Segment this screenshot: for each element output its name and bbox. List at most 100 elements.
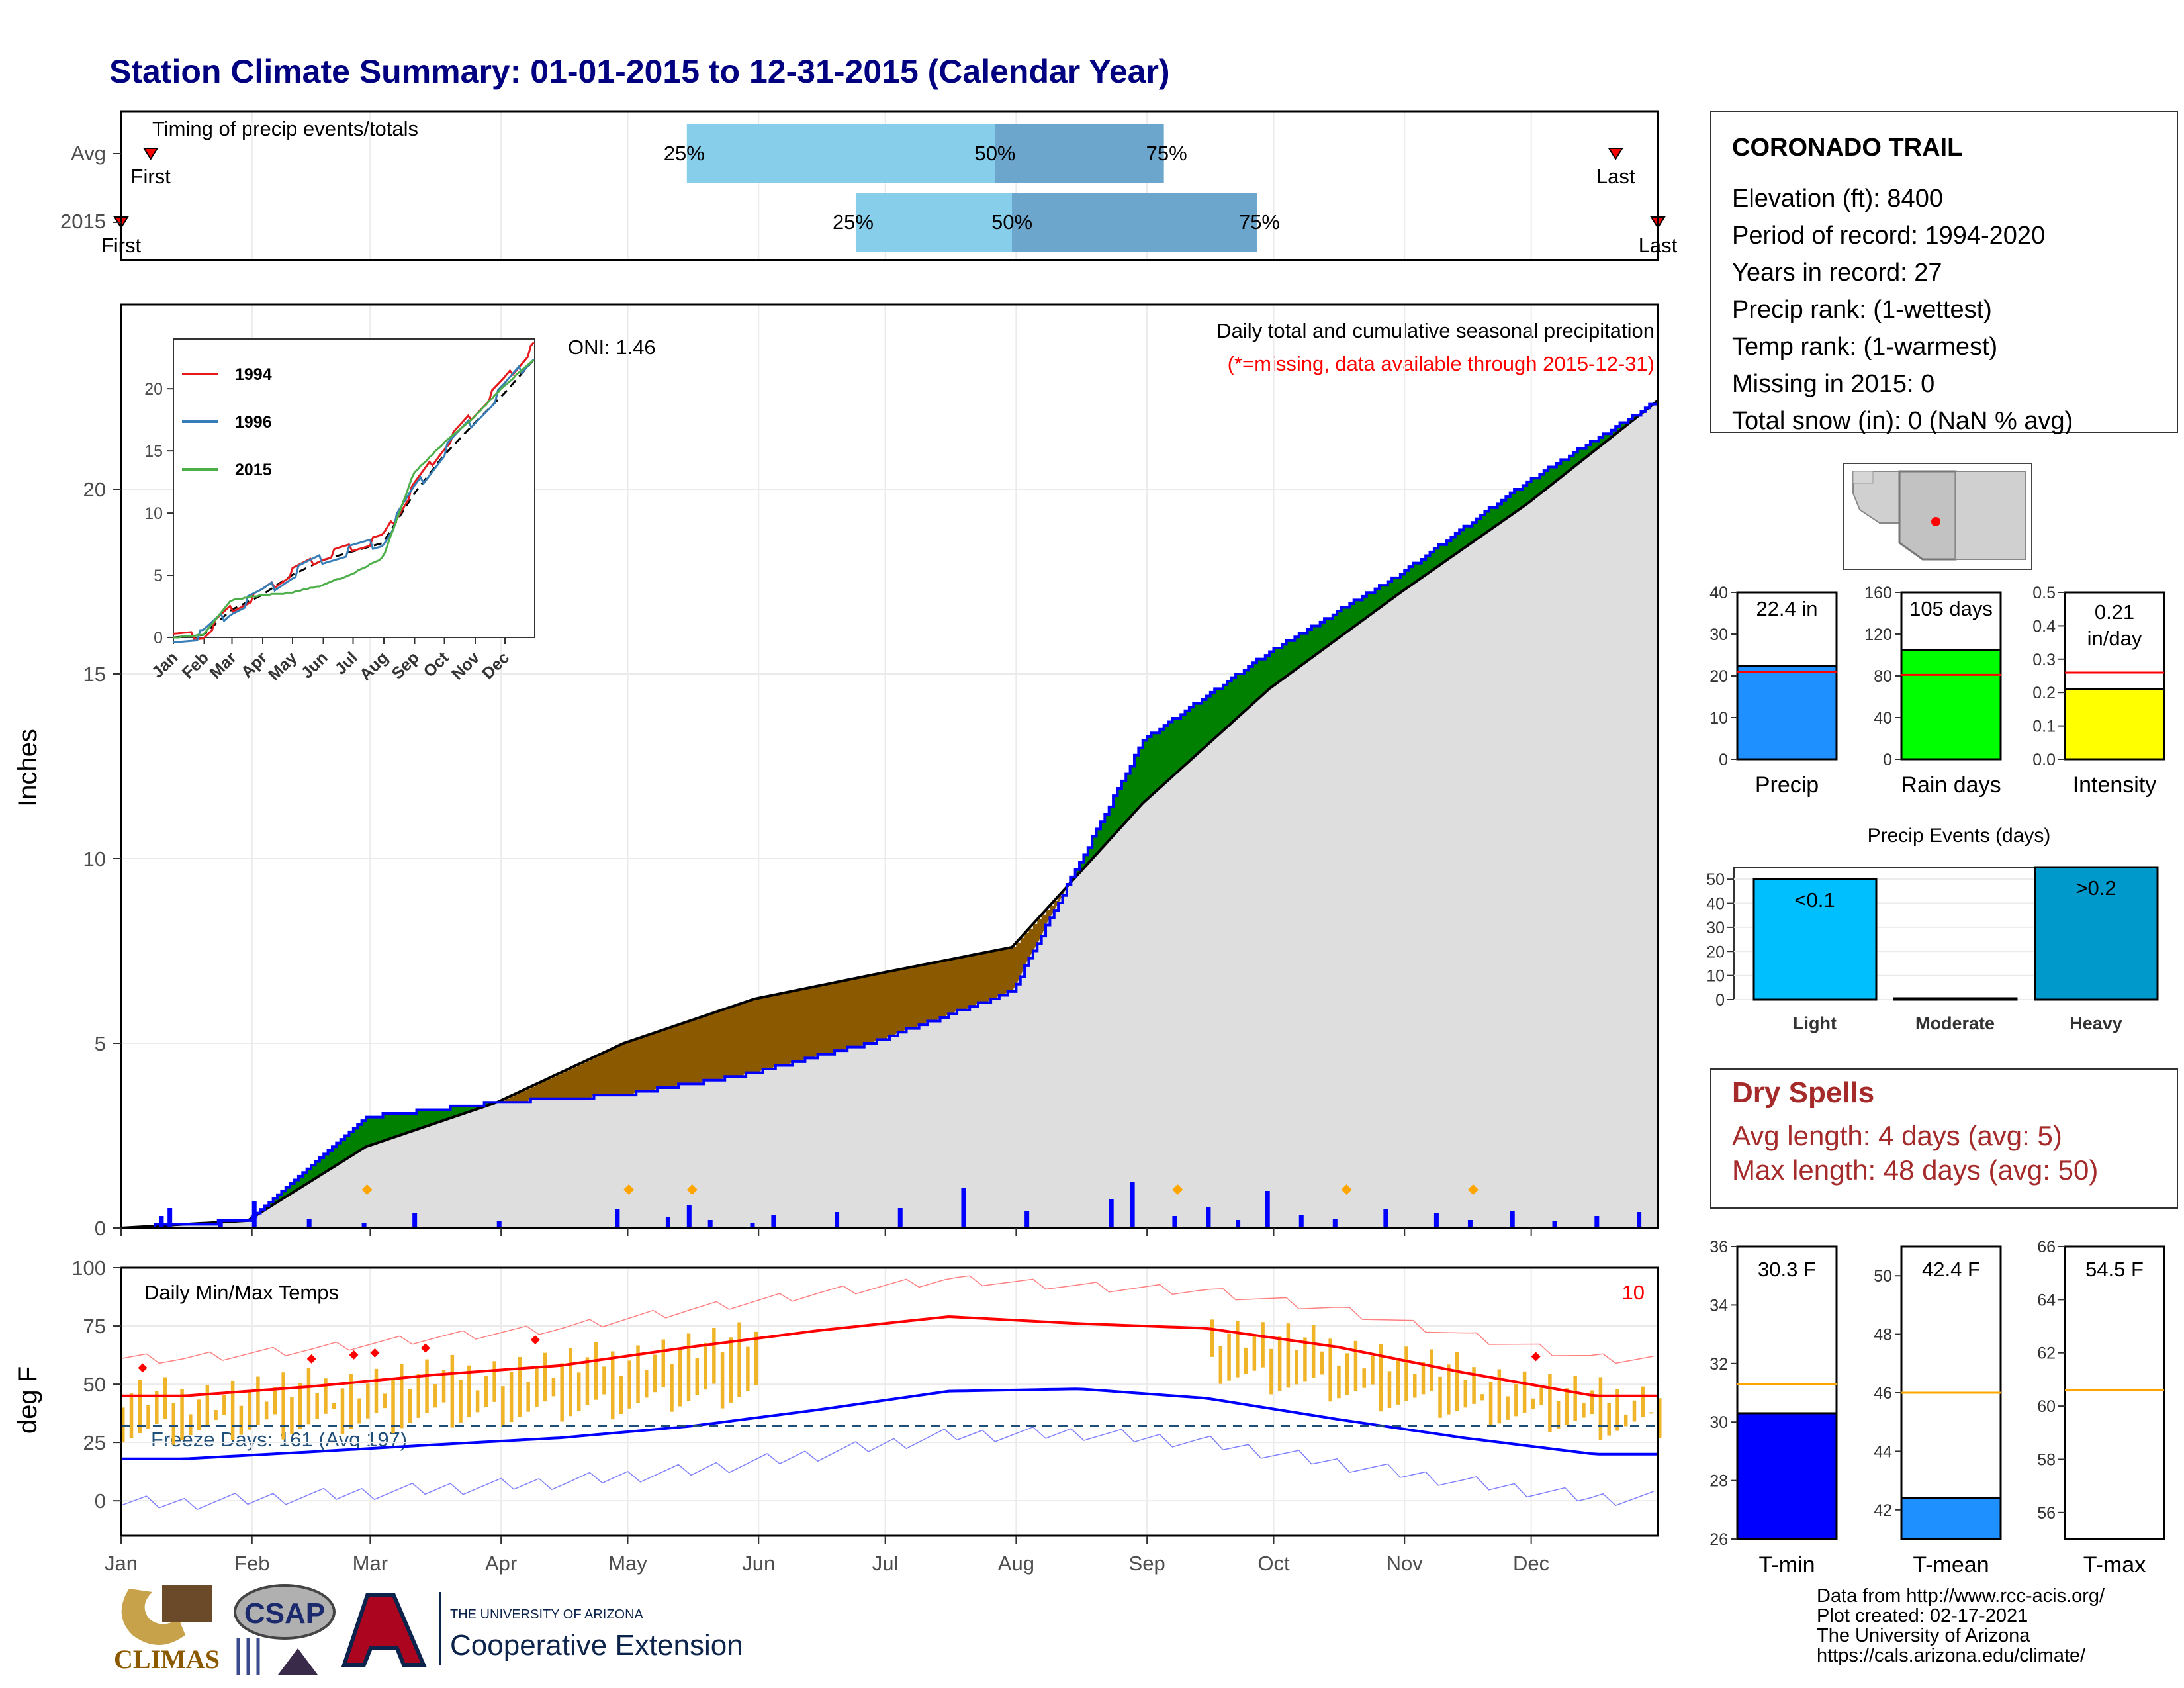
precip-departure-bar — [1298, 633, 1304, 667]
precip-departure-bar — [1037, 919, 1042, 944]
precip-departure-bar — [1586, 445, 1591, 457]
precip-departure-bar — [1421, 559, 1426, 578]
precip-departure-bar — [1181, 714, 1186, 769]
precip-departure-bar — [1392, 577, 1397, 599]
month-label: Dec — [1513, 1552, 1549, 1575]
temp-range-bar — [1607, 1403, 1611, 1436]
timing-last-marker — [1608, 148, 1624, 160]
inset-x-tick-label: Mar — [206, 648, 240, 682]
precip-departure-bar — [1189, 707, 1194, 761]
precip-departure-bar — [986, 952, 991, 1003]
precip-departure-bar — [746, 1002, 751, 1073]
precip-departure-bar — [619, 1045, 624, 1096]
precip-departure-bar — [1480, 515, 1486, 537]
precip-departure-bar — [784, 992, 789, 1066]
daily-precip-bar — [1383, 1209, 1388, 1228]
temp-range-bar — [189, 1414, 193, 1436]
precip-departure-bar — [1615, 426, 1621, 434]
precip-departure-bar — [1404, 570, 1410, 590]
precip-departure-bar — [581, 1062, 586, 1099]
precip-departure-bar — [729, 1008, 734, 1077]
temp-summary-tick-label: 36 — [1709, 1238, 1728, 1256]
precip-departure-bar — [1282, 644, 1287, 680]
precip-departure-bar — [1079, 862, 1085, 873]
temps-frame — [120, 1266, 1659, 1537]
month-label: Jan — [105, 1552, 138, 1575]
precip-departure-bar — [505, 1098, 510, 1103]
events-tick-label: 0 — [1715, 991, 1725, 1009]
timing-first-label: First — [131, 165, 171, 188]
precip-departure-bar — [876, 974, 882, 1040]
temp-summary-bar-0 — [1736, 1412, 1838, 1540]
temp-range-bar — [661, 1339, 666, 1387]
precip-departure-bar — [1126, 773, 1131, 822]
precip-departure-bar — [1337, 611, 1342, 639]
precip-departure-bar — [315, 1161, 320, 1179]
temp-range-bar — [1337, 1365, 1341, 1399]
precip-departure-bar — [328, 1150, 333, 1171]
temp-summary-value-label: 54.5 F — [2085, 1258, 2144, 1281]
precip-departure-bar — [682, 1023, 688, 1084]
precip-departure-bar — [1501, 500, 1506, 522]
temp-summary-tick-label: 50 — [1874, 1267, 1892, 1286]
precip-departure-bar — [1054, 900, 1059, 911]
inset-x-tick-label: Dec — [478, 648, 513, 682]
temp-range-bar — [1430, 1349, 1434, 1391]
precip-departure-bar — [674, 1026, 679, 1088]
precip-departure-bar — [1185, 710, 1190, 765]
dry-spells-box: Dry Spells Avg length: 4 days (avg: 5) M… — [1710, 1068, 2178, 1209]
precip-departure-bar — [1020, 937, 1025, 977]
precip-departure-bar — [1151, 733, 1156, 796]
timing-q50-label: 50% — [974, 142, 1015, 165]
daily-precip-bar — [1332, 1219, 1338, 1228]
temp-range-bar — [416, 1374, 421, 1418]
month-label: Aug — [998, 1552, 1034, 1575]
main-y-tick-label: 10 — [83, 847, 106, 870]
precip-departure-bar — [602, 1053, 608, 1096]
temp-range-bar — [1387, 1371, 1392, 1409]
precip-departure-bar — [842, 980, 848, 1051]
summary-bar-2 — [2064, 688, 2165, 761]
summary-value-label: 105 days — [1909, 597, 1993, 620]
temp-range-bar — [1488, 1382, 1493, 1427]
events-tick-label: 40 — [1706, 895, 1725, 914]
precip-departure-bar — [1007, 948, 1013, 992]
temp-range-bar — [1328, 1338, 1332, 1402]
temp-range-bar — [383, 1393, 387, 1409]
precip-departure-bar — [1375, 588, 1380, 612]
temp-range-bar — [1404, 1346, 1408, 1401]
record-high-marker — [1531, 1352, 1541, 1362]
precip-departure-bar — [623, 1043, 629, 1096]
precip-departure-bar — [1096, 829, 1101, 855]
temp-range-bar — [1447, 1364, 1451, 1415]
events-category-label: Light — [1793, 1013, 1837, 1033]
precip-departure-bar — [1113, 796, 1118, 836]
precip-departure-bar — [420, 1109, 426, 1129]
timing-q25-label: 25% — [664, 142, 705, 165]
precip-departure-bar — [1426, 555, 1431, 575]
precip-departure-bar — [835, 982, 840, 1051]
temp-range-bar — [264, 1401, 269, 1420]
temp-range-bar — [155, 1391, 159, 1424]
summary-name-label: Rain days — [1901, 773, 2001, 798]
precip-departure-bar — [792, 991, 797, 1062]
precip-departure-bar — [661, 1030, 666, 1088]
precip-departure-bar — [716, 1011, 721, 1080]
temp-range-bar — [433, 1384, 437, 1408]
temp-range-bar — [340, 1388, 345, 1434]
precip-departure-bar — [910, 967, 915, 1029]
main-subtitle: Daily total and cumulative seasonal prec… — [1216, 319, 1655, 342]
daily-precip-bar — [251, 1201, 257, 1228]
temp-summary-tick-label: 56 — [2037, 1504, 2056, 1523]
precip-departure-bar — [569, 1068, 574, 1099]
inset-legend-label: 1994 — [235, 365, 272, 384]
temp-range-bar — [1252, 1335, 1257, 1371]
events-tick-label: 20 — [1706, 943, 1725, 961]
summary-tick-label: 120 — [1864, 626, 1892, 644]
precip-departure-bar — [302, 1172, 308, 1187]
precip-departure-bar — [1556, 463, 1561, 481]
temp-range-bar — [1269, 1348, 1273, 1395]
precip-departure-bar — [936, 962, 941, 1021]
precip-departure-bar — [535, 1084, 540, 1099]
station-line-missing: Missing in 2015: 0 — [1732, 370, 1934, 398]
